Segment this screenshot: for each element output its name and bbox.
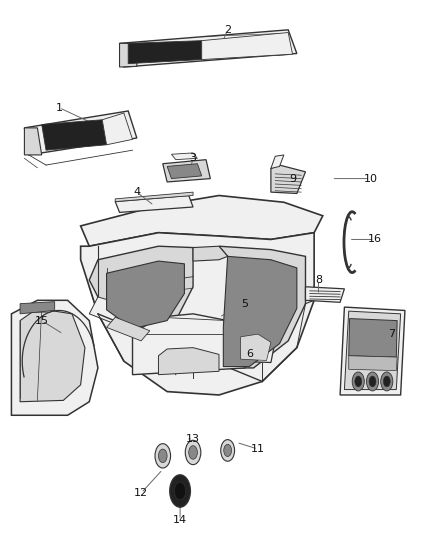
Circle shape <box>383 376 390 387</box>
Polygon shape <box>271 155 284 168</box>
Text: 16: 16 <box>367 235 381 245</box>
Polygon shape <box>20 302 55 314</box>
Circle shape <box>170 475 191 507</box>
Polygon shape <box>193 246 228 261</box>
Text: 7: 7 <box>389 329 396 339</box>
Circle shape <box>185 440 201 465</box>
Circle shape <box>159 449 167 463</box>
Polygon shape <box>25 128 42 155</box>
Polygon shape <box>240 334 271 360</box>
Polygon shape <box>89 297 133 327</box>
Polygon shape <box>163 160 210 182</box>
Polygon shape <box>115 196 193 213</box>
Polygon shape <box>81 196 323 246</box>
Text: 2: 2 <box>224 25 231 35</box>
Text: 1: 1 <box>56 102 63 112</box>
Polygon shape <box>236 331 275 362</box>
Text: 3: 3 <box>190 154 197 163</box>
Polygon shape <box>115 192 193 201</box>
Polygon shape <box>340 307 405 395</box>
Polygon shape <box>25 111 137 155</box>
Text: 10: 10 <box>364 174 378 183</box>
Circle shape <box>367 372 378 391</box>
Polygon shape <box>223 256 297 367</box>
Text: 6: 6 <box>246 350 253 359</box>
Circle shape <box>352 372 364 391</box>
Circle shape <box>369 376 376 387</box>
Text: 13: 13 <box>186 434 200 444</box>
Polygon shape <box>167 164 202 179</box>
Polygon shape <box>120 30 297 67</box>
Text: 11: 11 <box>251 444 265 454</box>
Circle shape <box>155 443 170 468</box>
Polygon shape <box>305 287 344 302</box>
Text: 12: 12 <box>134 488 148 498</box>
Text: 15: 15 <box>35 316 49 326</box>
Polygon shape <box>81 233 314 395</box>
Polygon shape <box>89 246 193 334</box>
Polygon shape <box>102 113 133 145</box>
Polygon shape <box>20 309 85 402</box>
Polygon shape <box>106 317 150 341</box>
Polygon shape <box>106 261 184 329</box>
Polygon shape <box>349 319 397 357</box>
Polygon shape <box>271 165 305 193</box>
Circle shape <box>355 376 362 387</box>
Text: 5: 5 <box>241 298 248 309</box>
Text: 4: 4 <box>133 187 141 197</box>
Circle shape <box>224 445 232 457</box>
Polygon shape <box>120 43 137 67</box>
Polygon shape <box>344 311 401 390</box>
Polygon shape <box>133 314 245 375</box>
Circle shape <box>189 446 198 459</box>
Text: 9: 9 <box>289 174 296 183</box>
Polygon shape <box>11 300 98 415</box>
Polygon shape <box>219 246 305 368</box>
Circle shape <box>174 482 186 500</box>
Polygon shape <box>349 356 397 370</box>
Polygon shape <box>171 153 198 160</box>
Text: 14: 14 <box>173 515 187 525</box>
Circle shape <box>221 440 235 461</box>
Circle shape <box>381 372 393 391</box>
Polygon shape <box>159 348 219 375</box>
Polygon shape <box>202 33 293 60</box>
Polygon shape <box>128 41 202 63</box>
Text: 8: 8 <box>315 275 322 285</box>
Polygon shape <box>42 120 106 150</box>
